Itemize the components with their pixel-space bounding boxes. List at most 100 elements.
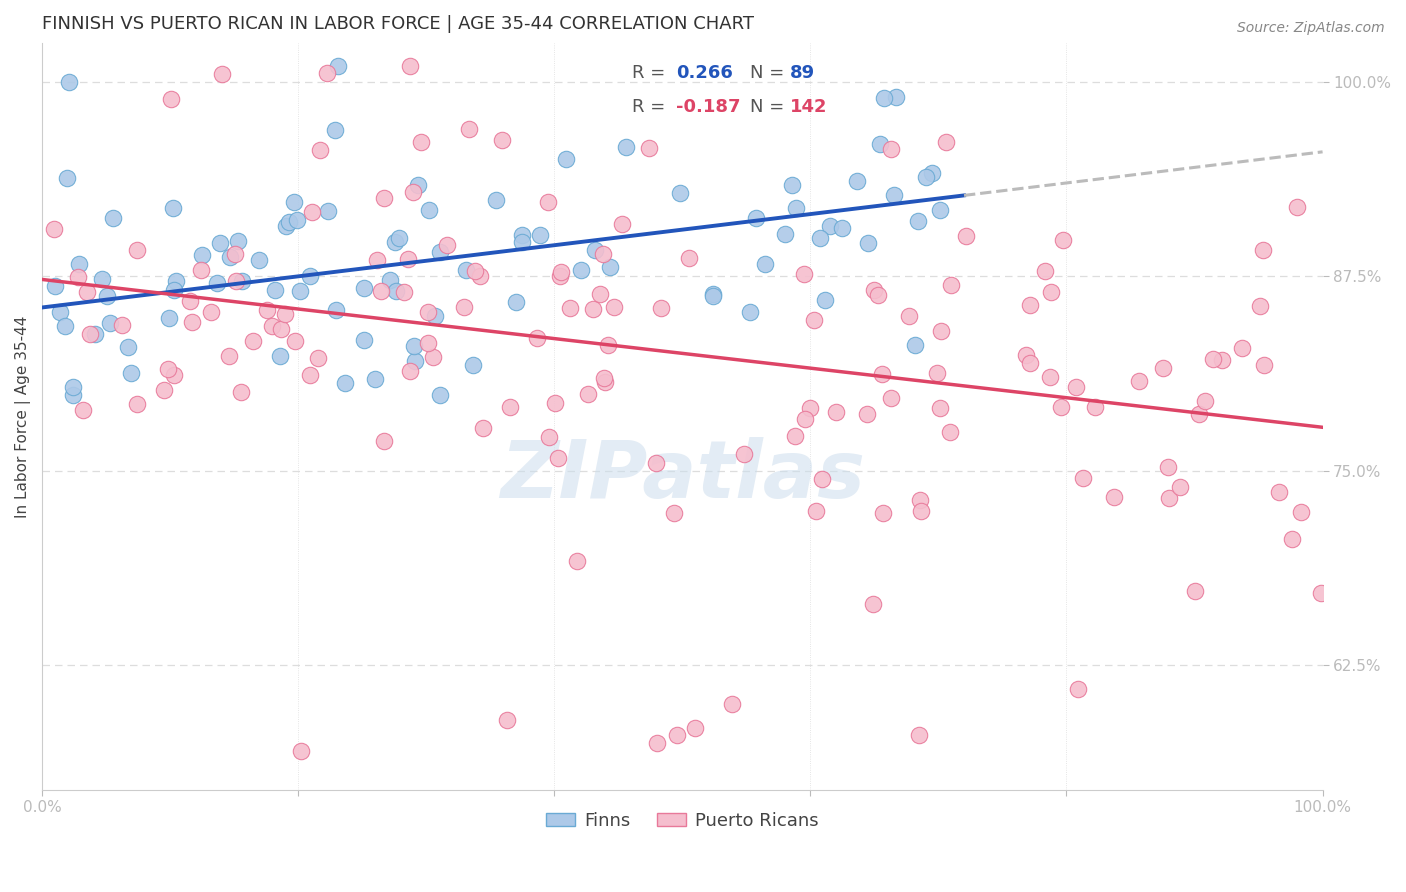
Point [298, 368, 321, 382]
Point [526, 331, 548, 345]
Point [662, 506, 685, 520]
Point [470, 269, 492, 284]
Point [910, 493, 932, 508]
Point [325, 303, 347, 318]
Point [592, 247, 614, 261]
Point [1157, 460, 1180, 475]
Point [464, 264, 486, 278]
Point [678, 251, 700, 265]
Point [429, 388, 451, 402]
Point [436, 237, 458, 252]
Point [637, 141, 659, 155]
Point [1019, 356, 1042, 370]
Point [1168, 480, 1191, 494]
Point [91, 271, 114, 285]
Point [44, 279, 66, 293]
Point [298, 268, 321, 283]
Point [910, 504, 932, 518]
Point [316, 66, 339, 80]
Point [733, 447, 755, 461]
Point [163, 283, 186, 297]
Point [935, 135, 957, 149]
Point [370, 284, 392, 298]
Text: 142: 142 [790, 98, 827, 116]
Point [928, 202, 950, 217]
Point [218, 349, 240, 363]
Point [799, 401, 821, 415]
Point [1268, 484, 1291, 499]
Point [160, 92, 183, 106]
Point [200, 305, 222, 319]
Point [384, 235, 406, 249]
Point [269, 349, 291, 363]
Point [44, 222, 66, 236]
Point [1033, 264, 1056, 278]
Point [152, 384, 174, 398]
Point [411, 135, 433, 149]
Point [364, 372, 387, 386]
Point [683, 721, 706, 735]
Point [1289, 505, 1312, 519]
Point [914, 170, 936, 185]
Point [929, 401, 952, 416]
Text: -0.187: -0.187 [676, 98, 741, 116]
Point [485, 193, 508, 207]
Point [454, 262, 477, 277]
Point [98, 317, 121, 331]
Point [576, 386, 599, 401]
Point [886, 90, 908, 104]
Point [550, 265, 572, 279]
Point [491, 133, 513, 147]
Point [955, 228, 977, 243]
Point [921, 166, 943, 180]
Point [904, 338, 927, 352]
Point [288, 285, 311, 299]
Point [278, 215, 301, 229]
Point [84, 327, 107, 342]
Point [544, 396, 567, 410]
Point [650, 301, 672, 316]
Point [453, 301, 475, 315]
Point [205, 276, 228, 290]
Point [1251, 244, 1274, 258]
Point [179, 293, 201, 308]
Point [461, 358, 484, 372]
Point [62, 388, 84, 402]
Point [569, 262, 592, 277]
Point [290, 744, 312, 758]
Point [76, 285, 98, 299]
Point [1104, 491, 1126, 505]
Point [301, 205, 323, 219]
Point [738, 305, 761, 319]
Point [1064, 380, 1087, 394]
Point [808, 231, 831, 245]
Point [1152, 360, 1174, 375]
Point [399, 364, 422, 378]
Point [793, 267, 815, 281]
Point [264, 283, 287, 297]
Point [225, 274, 247, 288]
Point [863, 283, 886, 297]
Point [56, 170, 79, 185]
Point [1310, 586, 1333, 600]
Point [247, 253, 270, 268]
Point [66, 270, 89, 285]
Point [872, 506, 894, 520]
Point [392, 285, 415, 299]
Point [603, 301, 626, 315]
Point [226, 235, 249, 249]
Point [211, 67, 233, 81]
Point [58, 75, 80, 89]
Point [125, 244, 148, 258]
Point [907, 214, 929, 228]
Point [1230, 341, 1253, 355]
Point [274, 307, 297, 321]
Point [191, 248, 214, 262]
Point [870, 368, 893, 382]
Point [925, 366, 948, 380]
Point [353, 333, 375, 347]
Point [1281, 533, 1303, 547]
Y-axis label: In Labor Force | Age 35-44: In Labor Force | Age 35-44 [15, 315, 31, 517]
Point [1052, 233, 1074, 247]
Point [425, 309, 447, 323]
